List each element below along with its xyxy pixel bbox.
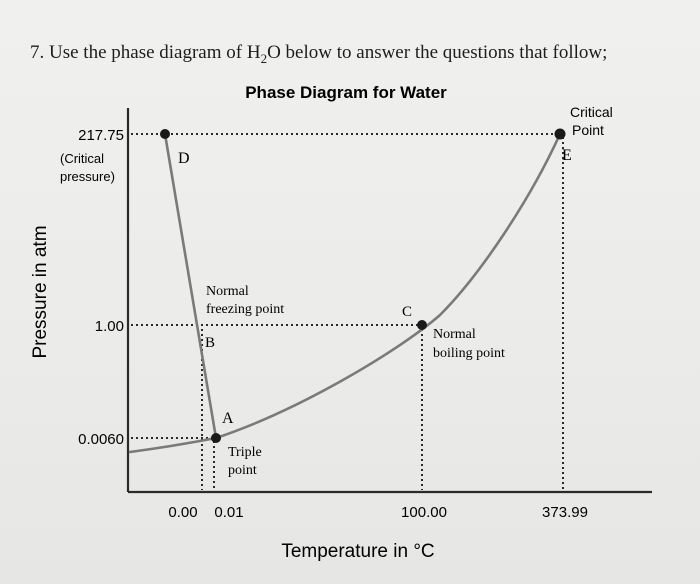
phase-boundaries (128, 132, 562, 454)
point-e-dot (554, 128, 566, 140)
question-subscript: 2 (260, 50, 268, 66)
solid-vapor-boundary (128, 436, 218, 454)
freezing-point-label-line1: Normal (206, 284, 249, 299)
y-tick-note-line1: (Critical (60, 151, 104, 166)
point-d-dot (160, 129, 170, 139)
y-tick-217-75: 217.75 (78, 127, 124, 144)
y-axis-label: Pressure in atm (30, 225, 51, 358)
boiling-point-label-line1: Normal (433, 327, 476, 342)
solid-liquid-boundary (163, 132, 218, 440)
point-c-dot (417, 320, 427, 330)
label-point-d: D (178, 150, 190, 167)
x-axis-label: Temperature in °C (281, 541, 434, 562)
x-tick-0-00: 0.00 (168, 504, 197, 521)
question-suffix: O below to answer the questions that fol… (267, 42, 608, 63)
label-point-a: A (222, 410, 234, 427)
label-point-b: B (205, 335, 215, 351)
point-a-dot (211, 433, 221, 443)
critical-point-label-line2: Point (572, 122, 604, 138)
x-tick-0-01: 0.01 (214, 504, 243, 521)
phase-points (160, 128, 566, 443)
x-tick-373-99: 373.99 (542, 504, 588, 521)
liquid-vapor-boundary (214, 132, 562, 440)
y-tick-0-0060: 0.0060 (78, 431, 124, 448)
question-text: 7. Use the phase diagram of H2O below to… (30, 42, 607, 67)
y-tick-1-00: 1.00 (95, 318, 124, 335)
freezing-point-label-line2: freezing point (206, 302, 284, 317)
label-point-c: C (402, 304, 412, 320)
x-tick-100-00: 100.00 (401, 504, 447, 521)
boiling-point-label-line2: boiling point (433, 346, 505, 361)
diagram-title: Phase Diagram for Water (245, 83, 447, 102)
triple-point-label-line2: point (228, 463, 257, 478)
triple-point-label-line1: Triple (228, 445, 262, 460)
question-prefix: 7. Use the phase diagram of H (30, 42, 261, 63)
label-point-e: E (562, 147, 572, 164)
critical-point-label-line1: Critical (570, 104, 613, 120)
y-tick-note-line2: pressure) (60, 169, 115, 184)
